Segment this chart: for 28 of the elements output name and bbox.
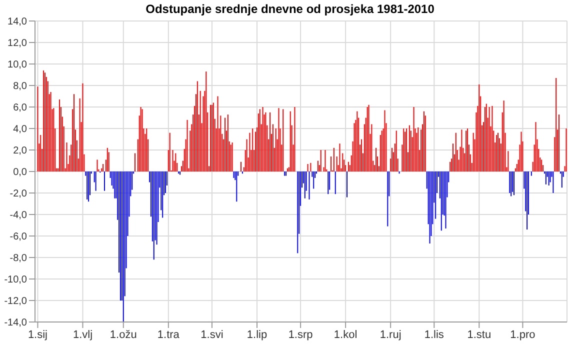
x-tick-label: 1.ruj (380, 328, 402, 341)
y-tick-label: 10,0 (8, 60, 28, 71)
x-tick-label: 1.stu (467, 328, 492, 341)
x-tick-label: 1.srp (288, 328, 313, 341)
y-tick-label: -6,0 (10, 232, 28, 243)
x-tick-label: 1.ožu (110, 328, 137, 341)
x-tick-label: 1.vlj (72, 328, 93, 341)
y-tick-label: -4,0 (10, 210, 28, 222)
x-tick-label: 1.tra (157, 328, 180, 341)
y-tick-label: 12,0 (8, 38, 28, 50)
x-tick-label: 1.sij (28, 328, 48, 341)
x-tick-label: 1.lis (424, 328, 444, 341)
y-tick-label: -14,0 (4, 318, 28, 329)
chart-title: Odstupanje srednje dnevne od prosjeka 1981-2010 (144, 2, 436, 16)
y-tick-label: 4,0 (13, 124, 28, 136)
y-tick-label: -2,0 (10, 188, 28, 200)
y-tick-label: 6,0 (13, 102, 28, 114)
y-tick-label: -10,0 (4, 274, 28, 286)
y-tick-label: 0,0 (13, 167, 28, 178)
x-tick-label: 1.kol (334, 328, 358, 341)
x-tick-label: 1.lip (246, 328, 268, 341)
y-tick-label: -8,0 (10, 253, 28, 264)
y-tick-label: -12,0 (4, 296, 28, 308)
y-tick-label: 8,0 (13, 81, 28, 92)
x-tick-label: 1.svi (200, 328, 224, 341)
y-tick-label: 14,0 (8, 16, 28, 28)
y-tick-label: 2,0 (13, 146, 28, 157)
x-tick-label: 1.pro (510, 328, 536, 341)
